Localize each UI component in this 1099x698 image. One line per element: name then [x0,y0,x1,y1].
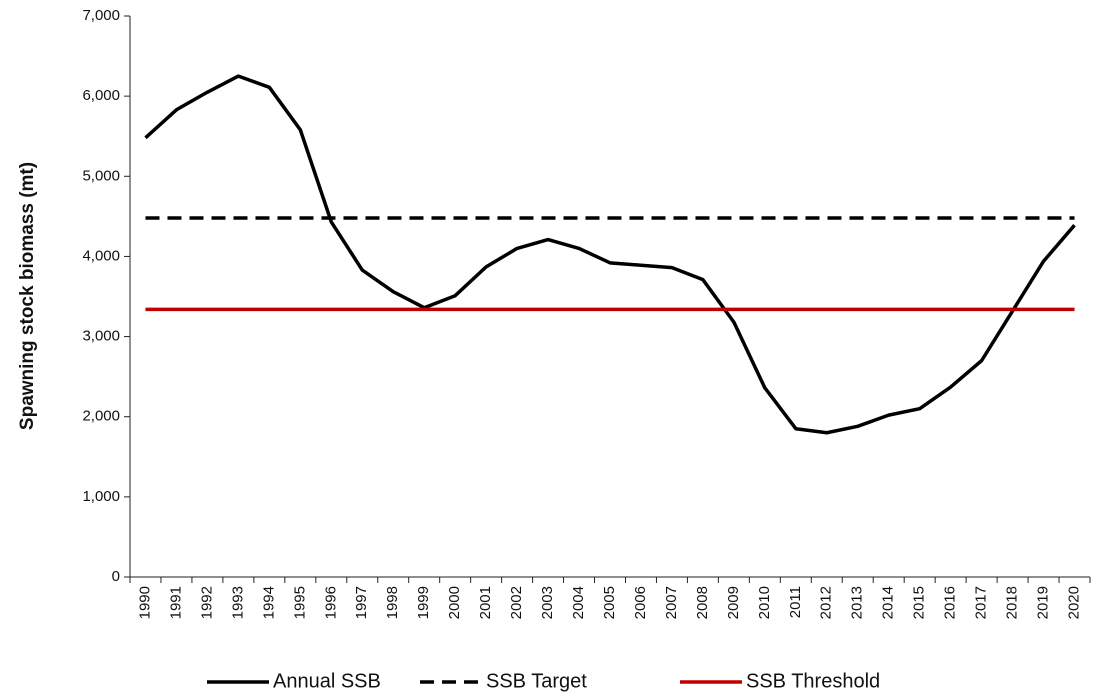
x-tick-label: 2009 [725,586,742,619]
x-tick-label: 2014 [880,586,897,619]
x-tick-label: 1993 [229,586,246,619]
x-tick-label: 2004 [570,586,587,619]
series-line [144,74,1076,435]
x-tick-label: 2012 [818,586,835,619]
x-tick-label: 2010 [756,586,773,619]
legend-label: Annual SSB [273,670,381,692]
x-tick-label: 2005 [601,586,618,619]
x-tick-label: 1990 [136,586,153,619]
y-tick-label: 0 [112,568,120,585]
x-tick-label: 2011 [787,586,804,618]
x-tick-label: 2018 [1004,586,1021,619]
legend-label: SSB Target [486,670,587,692]
x-tick-label: 2015 [911,586,928,619]
x-tick-label: 2020 [1065,586,1082,619]
x-tick-label: 2000 [446,586,463,619]
y-tick-label: 3,000 [82,328,120,345]
y-tick-label: 1,000 [82,488,120,505]
y-tick-label: 4,000 [82,247,120,264]
x-tick-label: 1995 [291,586,308,619]
x-tick-label: 2007 [663,586,680,619]
x-tick-label: 2016 [942,586,959,619]
x-tick-label: 1999 [415,586,432,619]
y-tick-label: 7,000 [82,7,120,24]
x-tick-label: 2019 [1035,586,1052,619]
x-tick-label: 2002 [508,586,525,619]
x-tick-label: 2006 [632,586,649,619]
x-tick-label: 1992 [198,586,215,619]
x-tick-label: 2017 [973,586,990,619]
x-tick-label: 2003 [539,586,556,619]
x-tick-label: 1998 [384,586,401,619]
x-tick-label: 1996 [322,586,339,619]
x-tick-label: 1997 [353,586,370,619]
x-tick-label: 2008 [694,586,711,619]
x-tick-label: 2013 [849,586,866,619]
x-tick-label: 1994 [260,586,277,619]
y-tick-label: 2,000 [82,408,120,425]
y-tick-label: 6,000 [82,87,120,104]
y-tick-label: 5,000 [82,167,120,184]
x-tick-label: 1991 [167,586,184,619]
legend-label: SSB Threshold [746,670,880,692]
x-tick-label: 2001 [477,586,494,619]
y-axis-title: Spawning stock biomass (mt) [17,162,38,430]
